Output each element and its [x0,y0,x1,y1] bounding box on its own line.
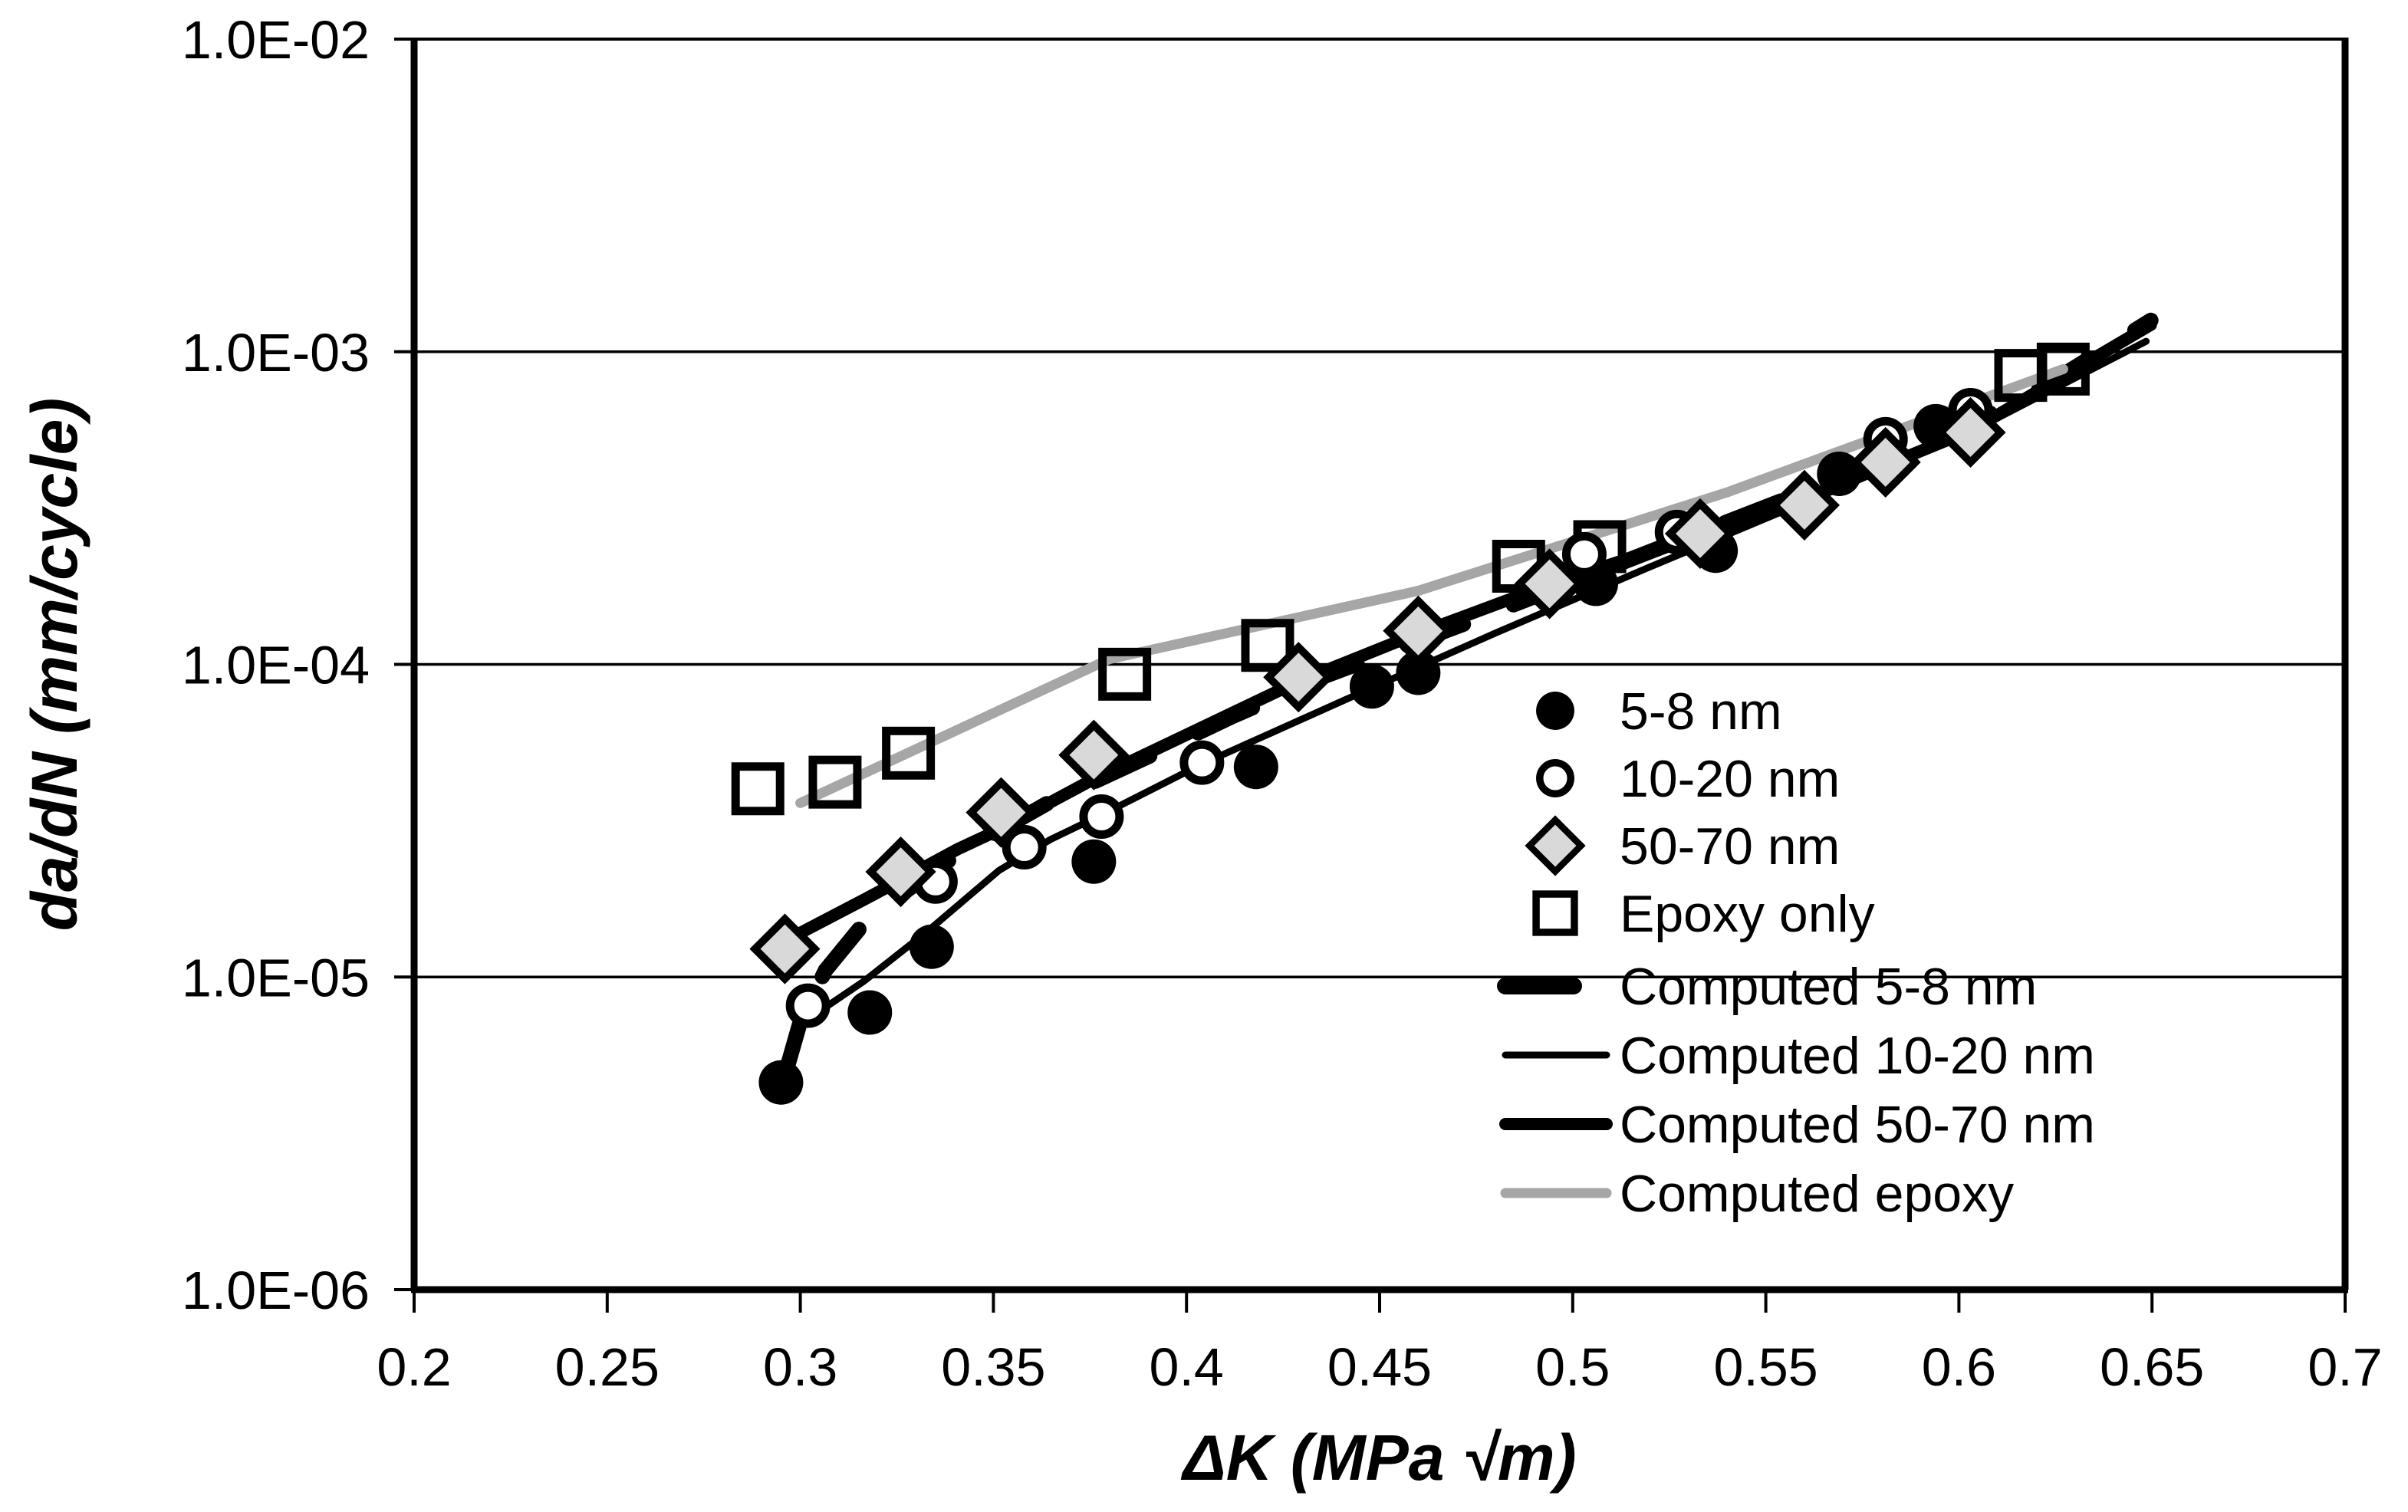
x-tick-label: 0.5 [1535,1337,1610,1397]
x-tick-label: 0.65 [2100,1337,2204,1397]
open-square-marker [731,762,785,816]
y-tick-label: 1.0E-06 [182,1261,370,1320]
legend-label: Computed 5-8 nm [1620,958,2037,1016]
x-tick-label: 0.4 [1150,1337,1224,1397]
diamond-marker [1514,548,1585,620]
diamond-marker [1383,595,1454,666]
legend-label: 5-8 nm [1620,682,1782,741]
open-circle-marker [785,983,831,1028]
y-tick-label: 1.0E-04 [182,636,370,695]
open-circle-marker [1179,740,1225,785]
x-tick-label: 0.25 [555,1337,660,1397]
diamond-marker [1850,426,1921,498]
legend-label: Epoxy only [1620,885,1875,943]
series-5-8-nm [758,403,1959,1105]
legend-label: Computed 50-70 nm [1620,1096,2095,1154]
filled-circle-marker [758,1060,804,1105]
x-axis-title: ΔK (MPa √m) [1180,1422,1576,1494]
open-square-marker [1532,890,1578,936]
diamond-marker [1263,642,1334,713]
open-square-marker [1098,647,1152,701]
y-tick-label: 1.0E-03 [182,323,370,383]
legend-label: 50-70 nm [1620,817,1840,876]
x-tick-label: 0.6 [1922,1337,1996,1397]
open-circle-marker [1561,531,1607,577]
legend-label: 10-20 nm [1620,750,1840,808]
x-tick-label: 0.45 [1327,1337,1432,1397]
data-markers [731,342,2090,1105]
y-tick-label: 1.0E-05 [182,948,370,1007]
x-tick-label: 0.2 [377,1337,451,1397]
filled-circle-marker [1071,839,1117,884]
legend-item-10-20-nm: 10-20 nm [1536,750,1840,808]
open-square-marker [2036,342,2090,396]
legend-item-epoxy-only: Epoxy only [1532,885,1875,943]
legend-label: Computed 10-20 nm [1620,1027,2095,1085]
open-circle-marker [1079,794,1124,839]
filled-circle-marker [1233,744,1278,790]
series-epoxy-only [731,342,2090,816]
y-axis-title: da/dN (mm/cycle) [18,398,90,932]
diamond-marker [865,836,936,908]
series-50-70-nm [749,396,2006,984]
filled-circle-marker [847,990,893,1035]
open-square-marker [808,755,862,809]
legend-item-50-70-nm: 50-70 nm [1525,815,1840,876]
x-tick-label: 0.35 [941,1337,1045,1397]
legend-item-computed-5-8-nm: Computed 5-8 nm [1497,958,2037,1016]
diamond-marker [749,913,821,984]
filled-circle-marker [1396,650,1441,695]
filled-circle-marker [909,924,954,969]
filled-circle-marker [1349,664,1394,709]
axis-ticks-and-labels: 1.0E-02 1.0E-03 1.0E-04 1.0E-05 1.0E-060.2 0.… [182,10,2383,1397]
legend: 5-8 nm 10-20 nm 50-70 nm Epoxy only Computed… [1497,682,2095,1223]
legend-item-computed-10-20-nm: Computed 10-20 nm [1502,1027,2095,1085]
diamond-marker [966,777,1037,848]
legend-item-5-8-nm: 5-8 nm [1536,682,1782,741]
x-tick-label: 0.3 [763,1337,837,1397]
diamond-marker [1768,469,1841,541]
legend-item-computed-epoxy: Computed epoxy [1500,1165,2014,1223]
open-circle-marker [1536,759,1574,797]
y-tick-label: 1.0E-02 [182,10,370,70]
diamond-marker [1058,719,1130,791]
open-square-marker [882,726,936,780]
open-square-marker [1241,619,1294,672]
diamond-marker [1935,396,2006,468]
x-tick-label: 0.55 [1713,1337,1818,1397]
open-circle-marker [1002,825,1047,870]
legend-label: Computed epoxy [1620,1165,2014,1223]
diamond-marker [1525,815,1586,876]
diamond-marker [1664,498,1736,570]
filled-circle-marker [1536,692,1574,730]
filled-circle-marker [1817,451,1862,496]
legend-item-computed-50-70-nm: Computed 50-70 nm [1499,1096,2095,1154]
curve-computed-epoxy [795,363,2068,808]
x-tick-label: 0.7 [2308,1337,2382,1397]
gridlines [414,350,2345,978]
